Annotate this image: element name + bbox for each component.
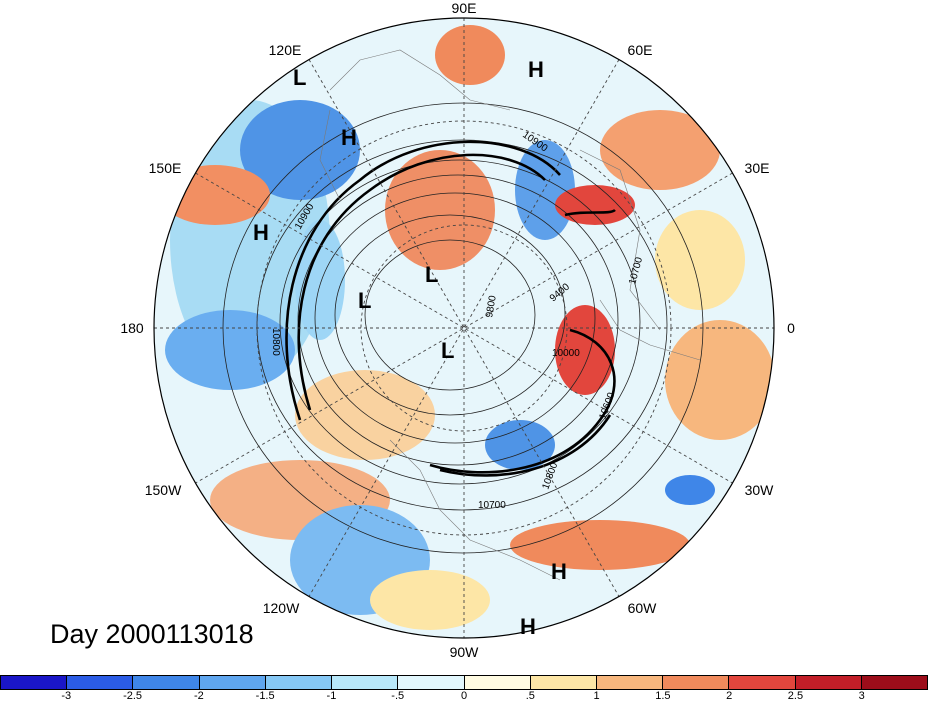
colorbar-tick-label: -1.5	[255, 690, 275, 702]
colorbar-swatch	[0, 675, 68, 690]
contour-label: 9800	[484, 294, 499, 318]
colorbar-swatch	[861, 675, 928, 690]
colorbar-swatch	[67, 675, 134, 690]
colorbar-swatch	[596, 675, 664, 690]
coastlines	[319, 49, 701, 581]
colorbar-tick-label: 3	[858, 690, 865, 702]
lon-label-180: 180	[120, 320, 144, 336]
pressure-center: L	[358, 288, 371, 313]
lon-label-30w: 30W	[744, 482, 774, 498]
anomaly-field	[154, 18, 774, 638]
pressure-center: H	[341, 125, 357, 150]
contour-label: 10000	[552, 348, 580, 359]
pressure-center-marks: L L L L H H H H H	[253, 57, 567, 639]
colorbar-tick-label: -2	[193, 690, 204, 702]
pressure-center: H	[551, 559, 567, 584]
colorbar-tick-label: 1.5	[655, 690, 671, 702]
pressure-center: H	[520, 614, 536, 639]
colorbar-swatch	[464, 675, 531, 690]
contour-label: 10700	[478, 500, 506, 511]
colorbar-tick-label: -1	[326, 690, 337, 702]
colorbar-tick-label: 1	[593, 690, 600, 702]
polar-map: L L L L H H H H H 10900 10900 10700 1060…	[153, 17, 775, 639]
colorbar-swatch	[332, 675, 399, 690]
contour-label: 10800	[270, 328, 281, 356]
colorbar	[0, 675, 928, 690]
lon-label-60e: 60E	[627, 42, 653, 58]
pressure-center: H	[253, 220, 269, 245]
colorbar-swatch	[729, 675, 796, 690]
colorbar-swatch	[663, 675, 730, 690]
colorbar-swatch	[530, 675, 597, 690]
lon-label-0: 0	[787, 320, 795, 336]
pressure-center: L	[441, 338, 454, 363]
jet-contours	[285, 140, 616, 477]
lon-label-60w: 60W	[627, 600, 657, 616]
lon-label-150w: 150W	[144, 482, 182, 498]
pressure-center: H	[528, 57, 544, 82]
colorbar-tick-label: 2	[726, 690, 733, 702]
lon-label-150e: 150E	[148, 160, 182, 176]
lon-label-90e: 90E	[451, 0, 477, 16]
colorbar-swatch	[199, 675, 266, 690]
colorbar-tick-label: -.5	[391, 690, 405, 702]
lon-label-90w: 90W	[449, 644, 479, 660]
colorbar-swatch	[133, 675, 200, 690]
day-label: Day 2000113018	[50, 619, 254, 649]
lon-label-30e: 30E	[744, 160, 770, 176]
graticule	[154, 18, 774, 638]
pressure-center: L	[425, 262, 438, 287]
lon-label-120w: 120W	[262, 600, 300, 616]
colorbar-swatch	[398, 675, 465, 690]
pressure-center: L	[293, 65, 306, 90]
colorbar-tick-label: 0	[460, 690, 468, 702]
colorbar-tick-label: -2.5	[123, 690, 143, 702]
colorbar-tick-label: 2.5	[787, 690, 804, 702]
map-boundary	[153, 17, 775, 639]
colorbar-swatch	[265, 675, 333, 690]
colorbar-tick-label: .5	[525, 690, 535, 702]
lon-label-120e: 120E	[268, 42, 302, 58]
colorbar-tick-label: -3	[61, 690, 72, 702]
colorbar-swatch	[795, 675, 862, 690]
